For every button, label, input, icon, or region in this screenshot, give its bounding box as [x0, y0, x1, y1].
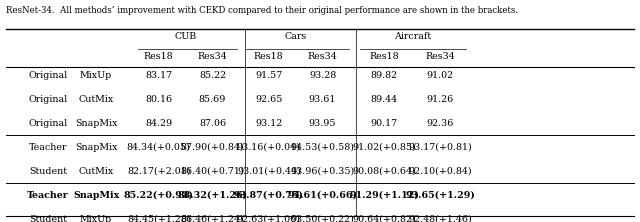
- Text: 89.82: 89.82: [371, 71, 397, 80]
- Text: 84.45(+1.28): 84.45(+1.28): [127, 215, 191, 222]
- Text: Res18: Res18: [369, 52, 399, 61]
- Text: 86.46(+1.24): 86.46(+1.24): [180, 215, 244, 222]
- Text: Student: Student: [29, 215, 67, 222]
- Text: Original: Original: [28, 95, 68, 104]
- Text: 94.53(+0.58): 94.53(+0.58): [291, 143, 355, 152]
- Text: Res18: Res18: [144, 52, 173, 61]
- Text: Cars: Cars: [285, 32, 307, 41]
- Text: 83.17: 83.17: [145, 71, 172, 80]
- Text: Teacher: Teacher: [29, 143, 67, 152]
- Text: 88.32(+1.26): 88.32(+1.26): [177, 191, 248, 200]
- Text: Original: Original: [28, 71, 68, 80]
- Text: 84.34(+0.05): 84.34(+0.05): [127, 143, 191, 152]
- Text: 92.63(+1.06): 92.63(+1.06): [237, 215, 301, 222]
- Text: 91.02: 91.02: [427, 71, 454, 80]
- Text: SnapMix: SnapMix: [75, 143, 117, 152]
- Text: 91.29(+1.12): 91.29(+1.12): [349, 191, 419, 200]
- Text: 92.65: 92.65: [255, 95, 282, 104]
- Text: 89.44: 89.44: [371, 95, 397, 104]
- Text: 86.40(+0.71): 86.40(+0.71): [180, 167, 244, 176]
- Text: 82.17(+2.01): 82.17(+2.01): [127, 167, 191, 176]
- Text: 92.48(+1.46): 92.48(+1.46): [408, 215, 472, 222]
- Text: 93.65(+1.29): 93.65(+1.29): [406, 191, 475, 200]
- Text: SnapMix: SnapMix: [75, 119, 117, 128]
- Text: 94.61(+0.66): 94.61(+0.66): [287, 191, 358, 200]
- Text: 87.90(+0.84): 87.90(+0.84): [180, 143, 244, 152]
- Text: CutMix: CutMix: [78, 95, 114, 104]
- Text: 93.12: 93.12: [255, 119, 282, 128]
- Text: 93.16(+0.04): 93.16(+0.04): [237, 143, 301, 152]
- Text: 93.28: 93.28: [309, 71, 336, 80]
- Text: 91.02(+0.85): 91.02(+0.85): [352, 143, 416, 152]
- Text: Aircraft: Aircraft: [394, 32, 431, 41]
- Text: 85.22(+0.93): 85.22(+0.93): [124, 191, 194, 200]
- Text: 85.69: 85.69: [199, 95, 226, 104]
- Text: 87.06: 87.06: [199, 119, 226, 128]
- Text: Original: Original: [28, 119, 68, 128]
- Text: Res34: Res34: [198, 52, 227, 61]
- Text: 93.87(+0.75): 93.87(+0.75): [234, 191, 304, 200]
- Text: 90.08(+0.64): 90.08(+0.64): [352, 167, 416, 176]
- Text: 93.17(+0.81): 93.17(+0.81): [408, 143, 472, 152]
- Text: 85.22: 85.22: [199, 71, 226, 80]
- Text: 90.64(+0.82): 90.64(+0.82): [352, 215, 416, 222]
- Text: 93.50(+0.22): 93.50(+0.22): [291, 215, 355, 222]
- Text: SnapMix: SnapMix: [73, 191, 119, 200]
- Text: 91.57: 91.57: [255, 71, 282, 80]
- Text: Res34: Res34: [426, 52, 455, 61]
- Text: 91.26: 91.26: [427, 95, 454, 104]
- Text: MixUp: MixUp: [80, 71, 112, 80]
- Text: 93.95: 93.95: [309, 119, 336, 128]
- Text: Student: Student: [29, 167, 67, 176]
- Text: 93.61: 93.61: [309, 95, 336, 104]
- Text: Res34: Res34: [308, 52, 337, 61]
- Text: ResNet-34.  All methods’ improvement with CEKD compared to their original perfor: ResNet-34. All methods’ improvement with…: [6, 6, 518, 15]
- Text: MixUp: MixUp: [80, 215, 112, 222]
- Text: 90.17: 90.17: [371, 119, 397, 128]
- Text: 92.10(+0.84): 92.10(+0.84): [408, 167, 472, 176]
- Text: 93.96(+0.35): 93.96(+0.35): [291, 167, 355, 176]
- Text: Teacher: Teacher: [27, 191, 69, 200]
- Text: CutMix: CutMix: [78, 167, 114, 176]
- Text: 80.16: 80.16: [145, 95, 172, 104]
- Text: CUB: CUB: [175, 32, 196, 41]
- Text: 92.36: 92.36: [427, 119, 454, 128]
- Text: 84.29: 84.29: [145, 119, 172, 128]
- Text: 93.01(+0.44): 93.01(+0.44): [237, 167, 301, 176]
- Text: Res18: Res18: [254, 52, 284, 61]
